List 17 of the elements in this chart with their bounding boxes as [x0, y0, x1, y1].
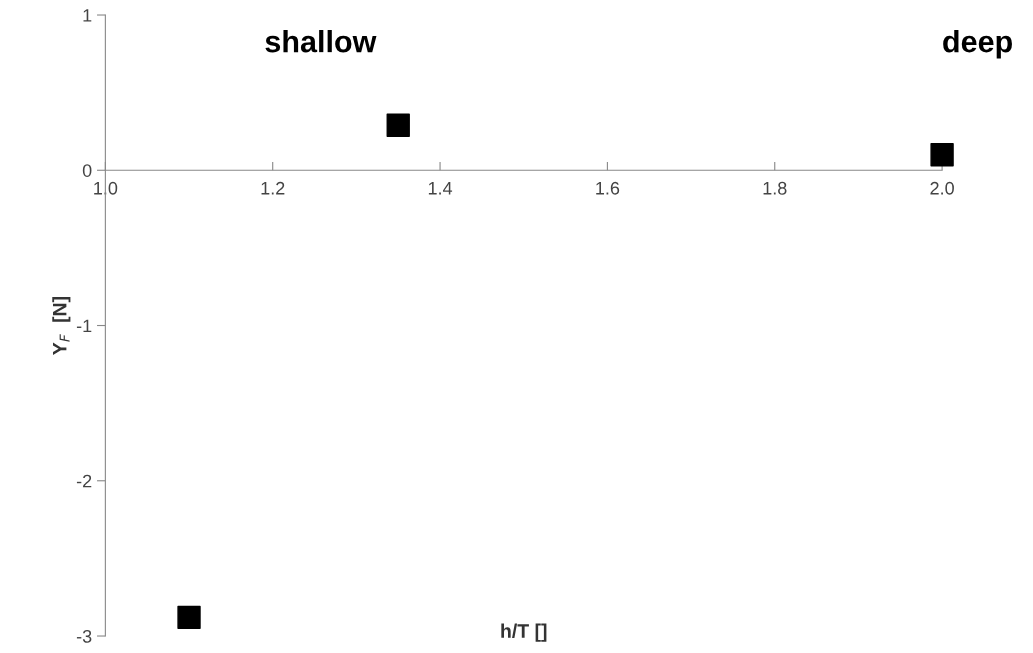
point [177, 605, 201, 630]
y-tick-label: -3 [76, 629, 92, 643]
y-tick-label: -1 [76, 319, 92, 333]
y-axis-title: Y$_{F}$ [N] [52, 297, 71, 355]
point [930, 143, 954, 167]
y-tick-label: -2 [76, 474, 92, 488]
x-tick-label: 2.0 [930, 181, 954, 195]
x-tick-label: 1.2 [261, 181, 285, 195]
annotation: shallow [265, 30, 377, 53]
text: deep [943, 30, 1012, 59]
point [386, 113, 410, 137]
x-tick-label: 1.8 [763, 181, 787, 195]
y-tick-label: 1 [83, 9, 92, 22]
x-tick-label: 1.6 [596, 181, 620, 195]
y-tick-label: 0 [82, 164, 92, 177]
x-tick-label: 1.4 [428, 182, 453, 195]
x-axis-title: h/T [] [501, 623, 547, 642]
